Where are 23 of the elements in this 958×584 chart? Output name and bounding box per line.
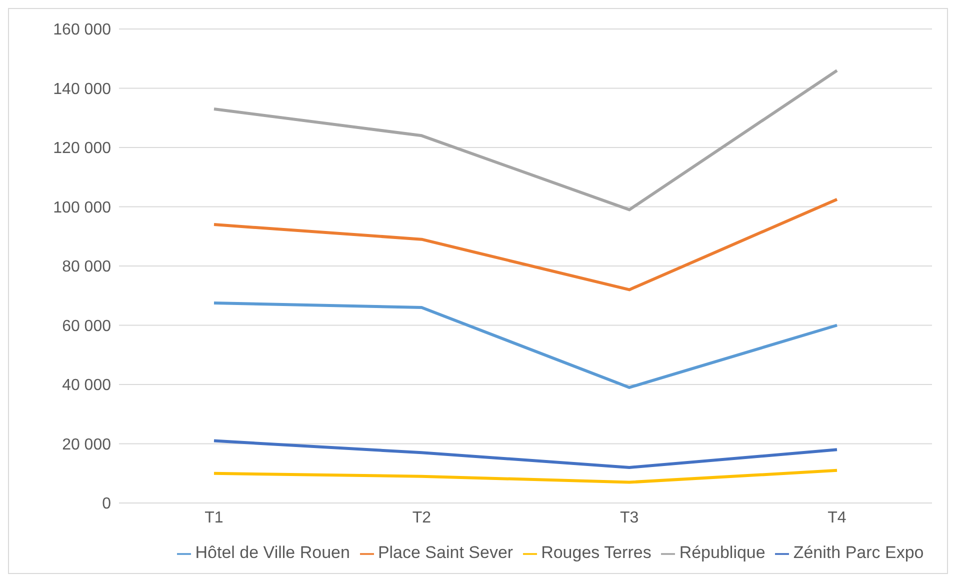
y-tick-label: 40 000 <box>62 377 112 394</box>
y-tick-label: 80 000 <box>62 258 112 276</box>
y-tick-label: 100 000 <box>53 199 112 216</box>
line-series <box>212 68 838 212</box>
x-tick-label: T3 <box>620 509 639 526</box>
legend-label: Hôtel de Ville Rouen <box>195 543 350 562</box>
y-tick-label: 60 000 <box>62 318 112 335</box>
y-tick-label: 120 000 <box>53 140 112 158</box>
legend-label: Zénith Parc Expo <box>793 543 924 562</box>
line-series <box>212 198 838 292</box>
x-tick-label: T4 <box>828 509 846 526</box>
line-series <box>212 439 838 469</box>
y-tick-label: 160 000 <box>53 22 112 39</box>
legend-label: République <box>679 543 766 562</box>
line-series <box>212 302 838 389</box>
legend-label: Rouges Terres <box>541 543 652 562</box>
y-tick-label: 140 000 <box>53 80 112 98</box>
x-tick-label: T2 <box>412 509 432 526</box>
line-series <box>212 468 838 484</box>
x-tick-label: T1 <box>204 509 224 526</box>
y-tick-label: 0 <box>102 496 112 513</box>
y-tick-label: 20 000 <box>62 436 112 454</box>
legend-label: Place Saint Sever <box>378 543 514 562</box>
